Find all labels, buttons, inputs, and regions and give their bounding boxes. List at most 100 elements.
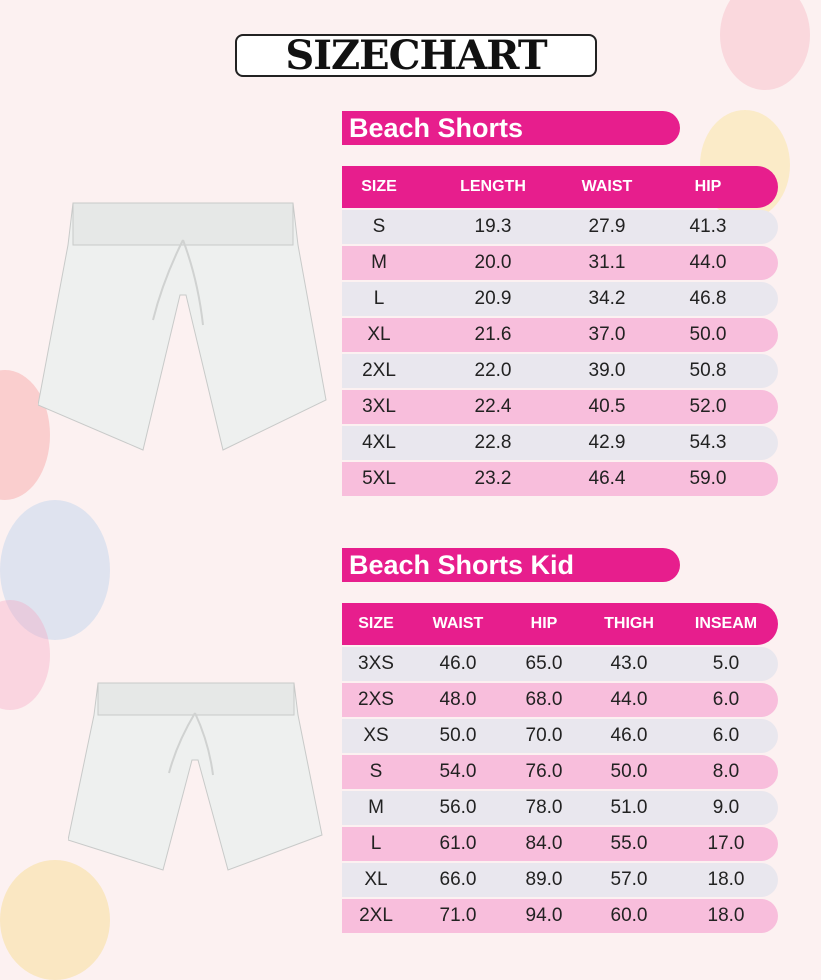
table-cell: 44.0 bbox=[610, 689, 648, 710]
table-cell: 3XS bbox=[358, 653, 394, 674]
table-row: XL 21.6 37.0 50.0 bbox=[342, 318, 778, 352]
table-cell: 65.0 bbox=[525, 653, 563, 674]
table-row: 2XL 22.0 39.0 50.8 bbox=[342, 354, 778, 388]
table-cell: 60.0 bbox=[610, 905, 648, 926]
table-cell: 2XL bbox=[359, 905, 393, 926]
table-cell: 2XS bbox=[358, 689, 394, 710]
adult-size-table: SIZE LENGTH WAIST HIP S 19.3 27.9 41.3 M 20.0 31.1… bbox=[342, 166, 778, 496]
table-row: L 20.9 34.2 46.8 bbox=[342, 282, 778, 316]
adult-section-heading: Beach Shorts bbox=[342, 111, 680, 145]
table-header: SIZE WAIST HIP THIGH INSEAM bbox=[342, 603, 778, 645]
table-cell: 44.0 bbox=[689, 252, 727, 273]
table-cell: 66.0 bbox=[439, 869, 477, 890]
table-cell: S bbox=[369, 761, 383, 782]
table-cell: 48.0 bbox=[439, 689, 477, 710]
table-header: SIZE LENGTH WAIST HIP bbox=[342, 166, 778, 208]
table-cell: 6.0 bbox=[712, 689, 740, 710]
table-cell: 55.0 bbox=[610, 833, 648, 854]
table-cell: 54.0 bbox=[439, 761, 477, 782]
table-row: 2XS 48.0 68.0 44.0 6.0 bbox=[342, 683, 778, 717]
table-cell: 8.0 bbox=[712, 761, 740, 782]
balloon-decoration bbox=[0, 500, 110, 640]
table-cell: 46.4 bbox=[588, 468, 626, 489]
table-cell: 50.0 bbox=[439, 725, 477, 746]
table-cell: 68.0 bbox=[525, 689, 563, 710]
table-cell: 34.2 bbox=[588, 288, 626, 309]
table-cell: 40.5 bbox=[588, 396, 626, 417]
table-cell: 5.0 bbox=[712, 653, 740, 674]
table-cell: 89.0 bbox=[525, 869, 563, 890]
table-row: 5XL 23.2 46.4 59.0 bbox=[342, 462, 778, 496]
table-row: 3XS 46.0 65.0 43.0 5.0 bbox=[342, 647, 778, 681]
table-cell: 21.6 bbox=[474, 324, 512, 345]
table-cell: 51.0 bbox=[610, 797, 648, 818]
table-cell: 50.8 bbox=[689, 360, 727, 381]
table-cell: 2XL bbox=[362, 360, 396, 381]
table-cell: 46.0 bbox=[439, 653, 477, 674]
table-cell: M bbox=[368, 797, 384, 818]
table-cell: 19.3 bbox=[474, 216, 512, 237]
table-cell: 94.0 bbox=[525, 905, 563, 926]
table-cell: 23.2 bbox=[474, 468, 512, 489]
table-row: 3XL 22.4 40.5 52.0 bbox=[342, 390, 778, 424]
table-cell: XS bbox=[363, 725, 389, 746]
table-cell: 46.8 bbox=[689, 288, 727, 309]
table-cell: L bbox=[370, 833, 382, 854]
table-cell: 52.0 bbox=[689, 396, 727, 417]
table-cell: 3XL bbox=[362, 396, 396, 417]
column-header: WAIST bbox=[581, 178, 633, 195]
adult-shorts-image bbox=[38, 202, 327, 451]
table-cell: 18.0 bbox=[707, 905, 745, 926]
table-cell: 20.9 bbox=[474, 288, 512, 309]
table-cell: 50.0 bbox=[610, 761, 648, 782]
balloon-decoration bbox=[720, 0, 810, 90]
column-header: WAIST bbox=[432, 615, 484, 632]
table-row: S 19.3 27.9 41.3 bbox=[342, 210, 778, 244]
table-cell: 5XL bbox=[362, 468, 396, 489]
table-cell: 84.0 bbox=[525, 833, 563, 854]
table-cell: S bbox=[372, 216, 386, 237]
column-header: SIZE bbox=[361, 178, 397, 195]
table-row: M 20.0 31.1 44.0 bbox=[342, 246, 778, 280]
table-cell: XL bbox=[364, 869, 388, 890]
table-cell: 56.0 bbox=[439, 797, 477, 818]
table-cell: 71.0 bbox=[439, 905, 477, 926]
table-cell: 57.0 bbox=[610, 869, 648, 890]
table-cell: 42.9 bbox=[588, 432, 626, 453]
page-title: SIZECHART bbox=[235, 32, 597, 79]
column-header: LENGTH bbox=[460, 178, 526, 195]
table-row: XL 66.0 89.0 57.0 18.0 bbox=[342, 863, 778, 897]
column-header: SIZE bbox=[358, 615, 394, 632]
table-cell: XL bbox=[367, 324, 391, 345]
table-cell: 18.0 bbox=[707, 869, 745, 890]
table-cell: 59.0 bbox=[689, 468, 727, 489]
column-header: HIP bbox=[530, 615, 558, 632]
table-cell: 76.0 bbox=[525, 761, 563, 782]
table-cell: 31.1 bbox=[588, 252, 626, 273]
kid-shorts-image bbox=[68, 682, 323, 871]
kid-section-heading: Beach Shorts Kid bbox=[342, 548, 680, 582]
table-cell: 9.0 bbox=[712, 797, 740, 818]
table-row: 4XL 22.8 42.9 54.3 bbox=[342, 426, 778, 460]
table-cell: 22.0 bbox=[474, 360, 512, 381]
column-header: THIGH bbox=[604, 615, 654, 632]
table-cell: 27.9 bbox=[588, 216, 626, 237]
table-cell: 22.4 bbox=[474, 396, 512, 417]
table-cell: 22.8 bbox=[474, 432, 512, 453]
table-cell: 70.0 bbox=[525, 725, 563, 746]
column-header: HIP bbox=[694, 178, 722, 195]
table-cell: 37.0 bbox=[588, 324, 626, 345]
table-cell: 20.0 bbox=[474, 252, 512, 273]
table-cell: 17.0 bbox=[707, 833, 745, 854]
table-row: M 56.0 78.0 51.0 9.0 bbox=[342, 791, 778, 825]
table-cell: 78.0 bbox=[525, 797, 563, 818]
table-cell: M bbox=[371, 252, 387, 273]
balloon-decoration bbox=[0, 860, 110, 980]
table-cell: 39.0 bbox=[588, 360, 626, 381]
table-cell: 46.0 bbox=[610, 725, 648, 746]
table-row: 2XL 71.0 94.0 60.0 18.0 bbox=[342, 899, 778, 933]
table-row: S 54.0 76.0 50.0 8.0 bbox=[342, 755, 778, 789]
column-header: INSEAM bbox=[694, 615, 758, 632]
table-cell: 43.0 bbox=[610, 653, 648, 674]
table-cell: L bbox=[373, 288, 385, 309]
